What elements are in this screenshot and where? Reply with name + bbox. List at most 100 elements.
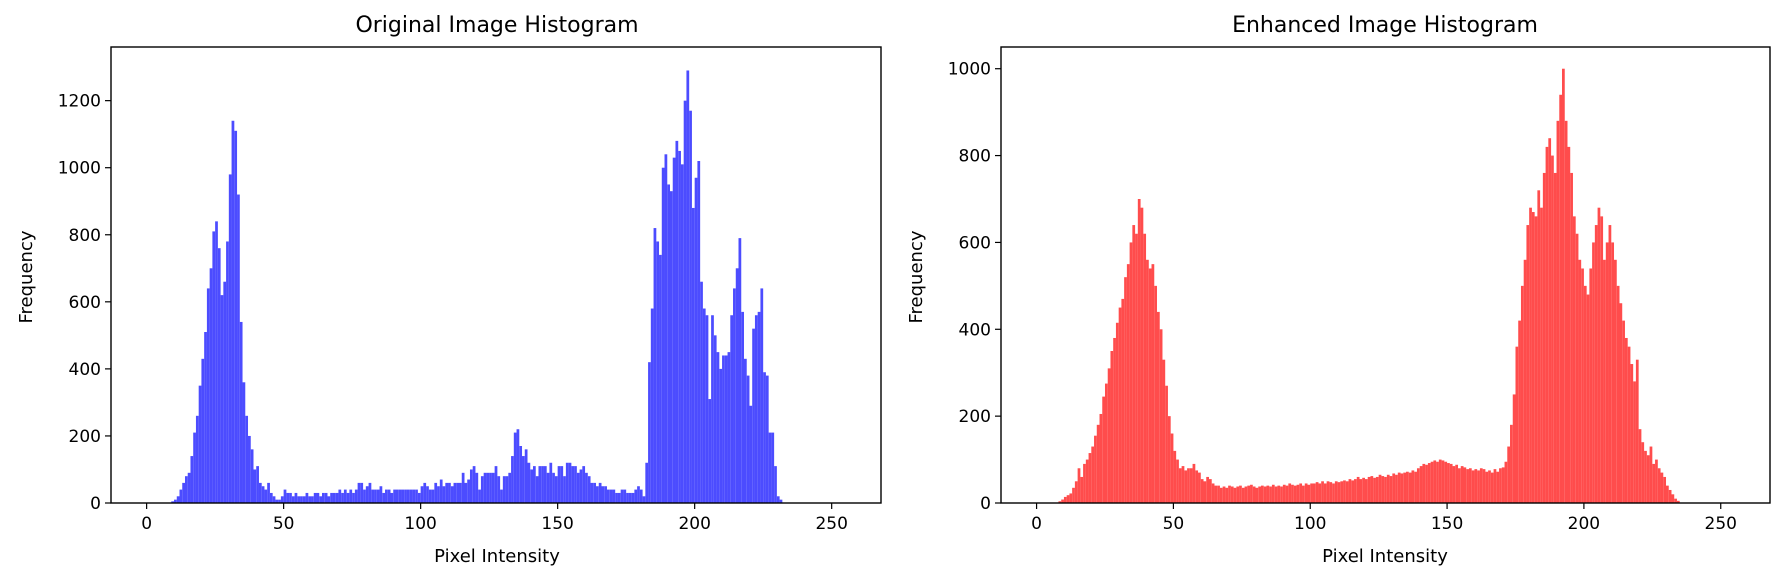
histogram-bar [1548, 138, 1552, 503]
histogram-bar [1619, 303, 1623, 503]
histogram-bar [483, 472, 487, 503]
histogram-bar [453, 482, 457, 503]
histogram-bar [286, 492, 290, 503]
histogram-bar [1310, 483, 1313, 503]
histogram-bar [1367, 476, 1371, 503]
histogram-bar [412, 489, 416, 503]
y-tick-label: 600 [69, 293, 101, 313]
histogram-bar [1312, 483, 1316, 503]
histogram-bar [1479, 468, 1483, 503]
histogram-bar [343, 489, 347, 503]
y-tick-label: 800 [69, 226, 101, 246]
histogram-bar [437, 486, 440, 503]
histogram-bar [568, 462, 572, 503]
histogram-bar [1302, 485, 1305, 503]
histogram-bar [354, 489, 358, 503]
histogram-bar [637, 486, 640, 503]
y-tick-label: 600 [959, 233, 991, 253]
histogram-bar [1135, 233, 1138, 504]
histogram-bar [1531, 212, 1535, 503]
histogram-bar [368, 482, 372, 503]
histogram-bar [1156, 311, 1160, 503]
histogram-bar [398, 489, 402, 503]
histogram-bar [1102, 396, 1105, 503]
histogram-bar [508, 472, 512, 503]
histogram-bar [1463, 467, 1467, 503]
histogram-bar [1173, 450, 1177, 503]
histogram-bar [730, 315, 734, 503]
histogram-bar [212, 231, 216, 503]
histogram-bar [1556, 120, 1560, 503]
histogram-bar [1493, 469, 1497, 503]
histogram-bar [1132, 225, 1136, 503]
histogram-bar [371, 489, 375, 503]
histogram-bar [1589, 268, 1593, 503]
histogram-bar [560, 466, 564, 503]
histogram-bar [480, 476, 484, 503]
histogram-bar [1395, 474, 1398, 503]
histogram-bar [226, 241, 229, 503]
histogram-bar [609, 489, 613, 503]
histogram-bar [1094, 435, 1097, 503]
histogram-bar [264, 489, 268, 503]
histogram-bar [743, 358, 747, 503]
histogram-bar [746, 375, 750, 503]
histogram-bar [1501, 467, 1505, 503]
histogram-bar [176, 496, 180, 503]
histogram-bar [283, 489, 287, 503]
histogram-bar [1091, 446, 1095, 503]
histogram-bar [335, 492, 339, 503]
histogram-bar [193, 432, 196, 503]
histogram-bar [546, 472, 550, 503]
histogram-bar [1438, 459, 1442, 503]
histogram-bar [330, 492, 333, 503]
histogram-bar [1255, 487, 1259, 503]
histogram-bar [1211, 483, 1215, 503]
histogram-bar [716, 352, 720, 503]
histogram-bar [574, 466, 577, 503]
histogram-bar [1490, 472, 1494, 503]
histogram-bar [735, 268, 739, 503]
histogram-bar [691, 207, 695, 503]
histogram-bar [1154, 285, 1157, 503]
histogram-bar [423, 482, 427, 503]
histogram-bar [1559, 94, 1563, 504]
histogram-bar [1225, 487, 1229, 503]
histogram-bar [1389, 476, 1393, 503]
histogram-bar [464, 482, 468, 503]
histogram-bar [1143, 233, 1147, 504]
histogram-bar [1526, 225, 1530, 503]
histogram-bar [1184, 470, 1188, 503]
histogram-bar [1562, 68, 1565, 504]
histogram-bar [365, 486, 369, 503]
histogram-bar [1359, 479, 1363, 503]
histogram-bar [1597, 207, 1601, 503]
histogram-bar [415, 489, 418, 503]
histogram-bar [582, 466, 586, 503]
histogram-bar [1540, 207, 1543, 503]
histogram-bar [1373, 477, 1376, 503]
histogram-bar [656, 241, 660, 503]
histogram-bar [527, 462, 531, 503]
histogram-bar [516, 429, 520, 503]
histogram-bar [711, 315, 714, 503]
histogram-bar [1151, 264, 1155, 503]
histogram-bar [1099, 413, 1103, 503]
histogram-bar [1115, 322, 1119, 503]
histogram-bar [571, 466, 575, 503]
histogram-bar [1222, 486, 1226, 503]
histogram-bar [505, 476, 509, 503]
x-tick-label: 50 [273, 514, 295, 534]
histogram-bar [620, 489, 624, 503]
histogram-bar [757, 311, 761, 503]
histogram-bar [231, 120, 235, 503]
histogram-bar [352, 492, 355, 503]
histogram-bar [1258, 486, 1261, 503]
histogram-bar [1181, 466, 1185, 503]
histogram-bar [1315, 482, 1319, 503]
histogram-bar [346, 492, 350, 503]
histogram-bar [1354, 479, 1357, 503]
histogram-bar [475, 472, 479, 503]
histogram-bar [1285, 485, 1289, 503]
histogram-bar [1162, 359, 1166, 503]
